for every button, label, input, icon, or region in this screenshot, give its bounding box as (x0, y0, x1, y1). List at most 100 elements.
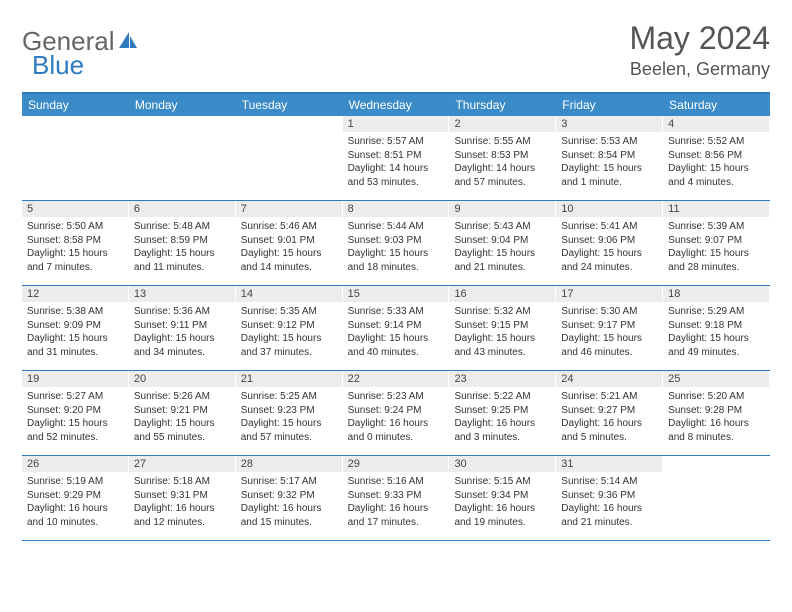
daylight-text: Daylight: 16 hours and 21 minutes. (561, 502, 657, 529)
sunrise-text: Sunrise: 5:33 AM (348, 305, 444, 319)
sunset-text: Sunset: 9:04 PM (454, 234, 550, 248)
day-number: 13 (129, 286, 235, 302)
day-cell: 23Sunrise: 5:22 AMSunset: 9:25 PMDayligh… (449, 371, 556, 455)
sunrise-text: Sunrise: 5:55 AM (454, 135, 550, 149)
day-body (663, 460, 769, 467)
daylight-text: Daylight: 15 hours and 49 minutes. (668, 332, 764, 359)
sunset-text: Sunset: 9:14 PM (348, 319, 444, 333)
sunset-text: Sunset: 8:51 PM (348, 149, 444, 163)
day-number: 18 (663, 286, 769, 302)
day-cell: 11Sunrise: 5:39 AMSunset: 9:07 PMDayligh… (663, 201, 770, 285)
day-cell: 26Sunrise: 5:19 AMSunset: 9:29 PMDayligh… (22, 456, 129, 540)
day-body: Sunrise: 5:22 AMSunset: 9:25 PMDaylight:… (449, 387, 555, 448)
day-body: Sunrise: 5:32 AMSunset: 9:15 PMDaylight:… (449, 302, 555, 363)
daylight-text: Daylight: 15 hours and 43 minutes. (454, 332, 550, 359)
sunrise-text: Sunrise: 5:26 AM (134, 390, 230, 404)
day-cell: 27Sunrise: 5:18 AMSunset: 9:31 PMDayligh… (129, 456, 236, 540)
day-number: 7 (236, 201, 342, 217)
sunrise-text: Sunrise: 5:15 AM (454, 475, 550, 489)
day-number: 14 (236, 286, 342, 302)
day-body: Sunrise: 5:23 AMSunset: 9:24 PMDaylight:… (343, 387, 449, 448)
sunrise-text: Sunrise: 5:21 AM (561, 390, 657, 404)
daylight-text: Daylight: 16 hours and 17 minutes. (348, 502, 444, 529)
sunrise-text: Sunrise: 5:14 AM (561, 475, 657, 489)
daylight-text: Daylight: 16 hours and 8 minutes. (668, 417, 764, 444)
sunset-text: Sunset: 9:21 PM (134, 404, 230, 418)
weeks-container: 1Sunrise: 5:57 AMSunset: 8:51 PMDaylight… (22, 116, 770, 541)
daylight-text: Daylight: 15 hours and 24 minutes. (561, 247, 657, 274)
sunrise-text: Sunrise: 5:38 AM (27, 305, 123, 319)
daylight-text: Daylight: 15 hours and 18 minutes. (348, 247, 444, 274)
daylight-text: Daylight: 15 hours and 28 minutes. (668, 247, 764, 274)
sunset-text: Sunset: 9:03 PM (348, 234, 444, 248)
day-number: 2 (449, 116, 555, 132)
day-body: Sunrise: 5:52 AMSunset: 8:56 PMDaylight:… (663, 132, 769, 193)
dow-header-row: Sunday Monday Tuesday Wednesday Thursday… (22, 94, 770, 116)
dow-monday: Monday (129, 94, 236, 116)
sunrise-text: Sunrise: 5:53 AM (561, 135, 657, 149)
day-cell: 9Sunrise: 5:43 AMSunset: 9:04 PMDaylight… (449, 201, 556, 285)
sunrise-text: Sunrise: 5:20 AM (668, 390, 764, 404)
day-body (236, 120, 342, 127)
sunset-text: Sunset: 9:01 PM (241, 234, 337, 248)
day-number: 6 (129, 201, 235, 217)
sunrise-text: Sunrise: 5:25 AM (241, 390, 337, 404)
day-cell: 5Sunrise: 5:50 AMSunset: 8:58 PMDaylight… (22, 201, 129, 285)
sunset-text: Sunset: 8:53 PM (454, 149, 550, 163)
sunset-text: Sunset: 9:15 PM (454, 319, 550, 333)
day-number: 21 (236, 371, 342, 387)
day-cell: 12Sunrise: 5:38 AMSunset: 9:09 PMDayligh… (22, 286, 129, 370)
sunset-text: Sunset: 9:31 PM (134, 489, 230, 503)
daylight-text: Daylight: 16 hours and 19 minutes. (454, 502, 550, 529)
sunrise-text: Sunrise: 5:22 AM (454, 390, 550, 404)
daylight-text: Daylight: 15 hours and 1 minute. (561, 162, 657, 189)
sunrise-text: Sunrise: 5:18 AM (134, 475, 230, 489)
day-number: 16 (449, 286, 555, 302)
dow-wednesday: Wednesday (343, 94, 450, 116)
sunrise-text: Sunrise: 5:52 AM (668, 135, 764, 149)
day-number: 5 (22, 201, 128, 217)
day-number: 10 (556, 201, 662, 217)
sunset-text: Sunset: 9:07 PM (668, 234, 764, 248)
sunrise-text: Sunrise: 5:50 AM (27, 220, 123, 234)
day-body (129, 120, 235, 127)
sunset-text: Sunset: 8:56 PM (668, 149, 764, 163)
day-body: Sunrise: 5:39 AMSunset: 9:07 PMDaylight:… (663, 217, 769, 278)
sunset-text: Sunset: 9:20 PM (27, 404, 123, 418)
daylight-text: Daylight: 16 hours and 15 minutes. (241, 502, 337, 529)
daylight-text: Daylight: 15 hours and 55 minutes. (134, 417, 230, 444)
day-body: Sunrise: 5:38 AMSunset: 9:09 PMDaylight:… (22, 302, 128, 363)
daylight-text: Daylight: 16 hours and 3 minutes. (454, 417, 550, 444)
day-number: 28 (236, 456, 342, 472)
sunset-text: Sunset: 9:18 PM (668, 319, 764, 333)
sunset-text: Sunset: 9:25 PM (454, 404, 550, 418)
day-body: Sunrise: 5:19 AMSunset: 9:29 PMDaylight:… (22, 472, 128, 533)
day-number: 11 (663, 201, 769, 217)
day-cell: 4Sunrise: 5:52 AMSunset: 8:56 PMDaylight… (663, 116, 770, 200)
location: Beelen, Germany (629, 59, 770, 80)
day-body: Sunrise: 5:57 AMSunset: 8:51 PMDaylight:… (343, 132, 449, 193)
day-number: 1 (343, 116, 449, 132)
day-body: Sunrise: 5:43 AMSunset: 9:04 PMDaylight:… (449, 217, 555, 278)
day-cell: 10Sunrise: 5:41 AMSunset: 9:06 PMDayligh… (556, 201, 663, 285)
dow-tuesday: Tuesday (236, 94, 343, 116)
week-row: 5Sunrise: 5:50 AMSunset: 8:58 PMDaylight… (22, 201, 770, 286)
day-body: Sunrise: 5:29 AMSunset: 9:18 PMDaylight:… (663, 302, 769, 363)
day-cell: 24Sunrise: 5:21 AMSunset: 9:27 PMDayligh… (556, 371, 663, 455)
sunrise-text: Sunrise: 5:17 AM (241, 475, 337, 489)
dow-thursday: Thursday (449, 94, 556, 116)
daylight-text: Daylight: 15 hours and 34 minutes. (134, 332, 230, 359)
day-cell: 2Sunrise: 5:55 AMSunset: 8:53 PMDaylight… (449, 116, 556, 200)
sunset-text: Sunset: 9:34 PM (454, 489, 550, 503)
day-body: Sunrise: 5:25 AMSunset: 9:23 PMDaylight:… (236, 387, 342, 448)
day-cell (22, 116, 129, 200)
calendar: Sunday Monday Tuesday Wednesday Thursday… (22, 92, 770, 541)
day-body: Sunrise: 5:44 AMSunset: 9:03 PMDaylight:… (343, 217, 449, 278)
week-row: 1Sunrise: 5:57 AMSunset: 8:51 PMDaylight… (22, 116, 770, 201)
day-body: Sunrise: 5:50 AMSunset: 8:58 PMDaylight:… (22, 217, 128, 278)
day-cell: 22Sunrise: 5:23 AMSunset: 9:24 PMDayligh… (343, 371, 450, 455)
day-number: 27 (129, 456, 235, 472)
day-number: 29 (343, 456, 449, 472)
day-number: 23 (449, 371, 555, 387)
sunrise-text: Sunrise: 5:43 AM (454, 220, 550, 234)
